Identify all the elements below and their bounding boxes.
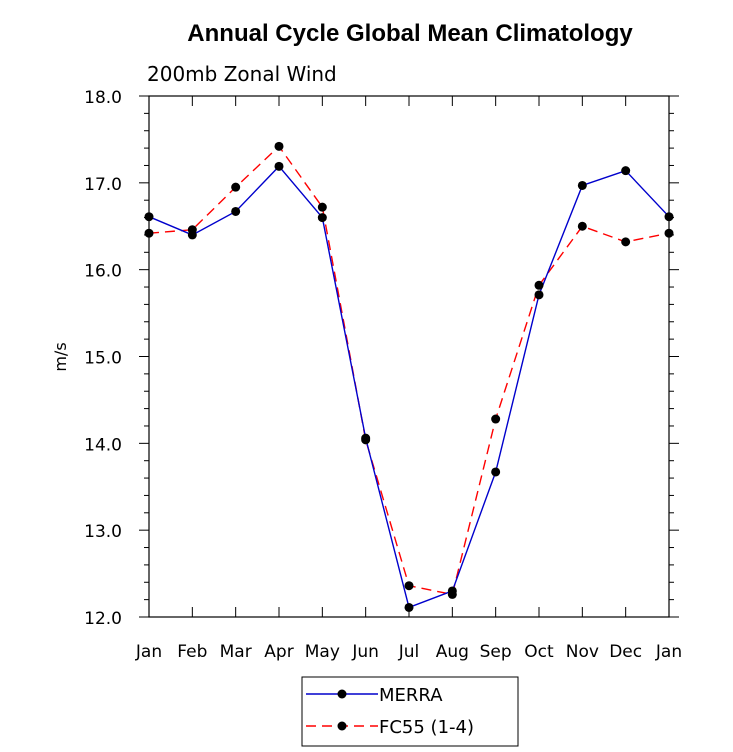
series-1-point (187, 225, 197, 235)
x-tick-label: Dec (609, 642, 642, 662)
x-tick-label: Nov (566, 642, 599, 662)
legend-marker-1 (337, 721, 347, 731)
legend-label-1: FC55 (1-4) (379, 717, 474, 738)
x-tick-label: Oct (524, 642, 554, 662)
axis-ticks: Jan Feb Mar Apr May Jun Jul Aug Sep Oct Nov Dec Jan 1… (84, 88, 682, 662)
series-0-point (404, 602, 414, 612)
series-1-point (361, 435, 371, 445)
series-0-point (577, 180, 587, 190)
chart-title: Annual Cycle Global Mean Climatology (187, 20, 633, 47)
series-0-point (274, 161, 284, 171)
y-axis-label: m/s (51, 342, 70, 371)
series-line-0 (148, 165, 670, 609)
y-tick-label: 15.0 (84, 349, 122, 369)
series-line-1 (148, 145, 670, 596)
legend-label-0: MERRA (379, 685, 443, 706)
y-tick-label: 17.0 (84, 175, 122, 195)
series-0-point (317, 213, 327, 223)
series-1-point (577, 221, 587, 231)
x-tick-label: Jan (135, 642, 162, 662)
series-0-point (621, 166, 631, 176)
y-tick-label: 12.0 (84, 609, 122, 629)
legend-marker-0 (337, 689, 347, 699)
plot-frame (148, 95, 670, 618)
series-0-point (491, 467, 501, 477)
x-tick-label: Jul (398, 642, 420, 662)
x-tick-label: Apr (264, 642, 293, 662)
x-tick-label: Jun (351, 642, 379, 662)
series-1-point (317, 202, 327, 212)
series-1-point (231, 182, 241, 192)
series-1-point (664, 228, 674, 238)
x-tick-label: Mar (220, 642, 252, 662)
y-tick-label: 14.0 (84, 435, 122, 455)
series-0-point (664, 212, 674, 222)
series-1-point (404, 581, 414, 591)
series-1-point (534, 280, 544, 290)
y-tick-label: 13.0 (84, 522, 122, 542)
series-1-point (144, 228, 154, 238)
series-1-point (447, 589, 457, 599)
x-tick-label: Sep (480, 642, 512, 662)
series-1-point (621, 237, 631, 247)
chart-subtitle: 200mb Zonal Wind (147, 62, 337, 86)
series-0-point (231, 206, 241, 216)
y-tick-label: 18.0 (84, 88, 122, 108)
legend-box (301, 676, 519, 747)
legend: MERRA FC55 (1-4) (301, 676, 519, 747)
x-tick-label: May (305, 642, 340, 662)
x-tick-label: Aug (436, 642, 469, 662)
series-1-point (274, 141, 284, 151)
series-0-point (144, 212, 154, 222)
series-1-point (491, 414, 501, 424)
x-tick-label: Jan (655, 642, 682, 662)
y-tick-label: 16.0 (84, 262, 122, 282)
series-layer (144, 141, 674, 612)
x-tick-label: Feb (177, 642, 207, 662)
series-0-point (534, 290, 544, 300)
